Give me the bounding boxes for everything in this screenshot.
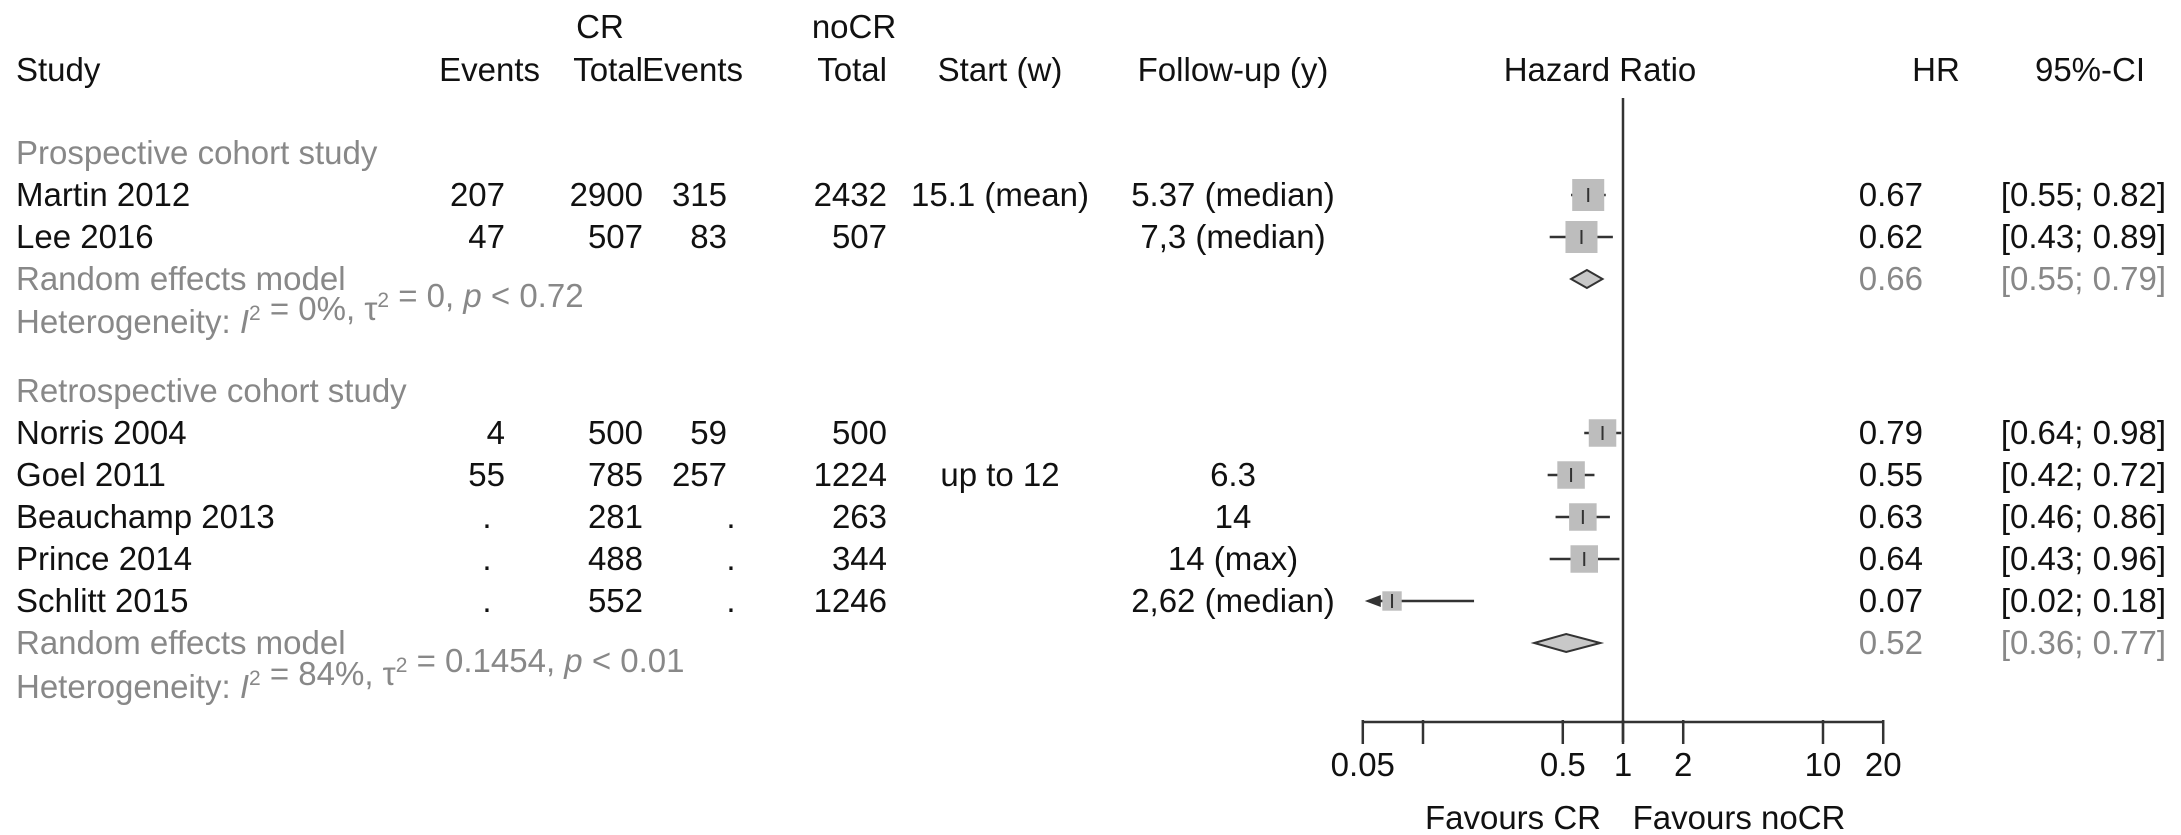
followup-years: 5.37 (median) [1131,176,1335,213]
x-tick-label: 20 [1865,746,1902,783]
cr-events: 55 [468,456,505,493]
nocr-group-header: noCR [812,8,896,45]
nocr-total: 500 [832,414,887,451]
subgroup-title: Prospective cohort study [16,134,378,171]
ci-value: [0.46; 0.86] [2001,498,2166,535]
hr-value: 0.64 [1859,540,1923,577]
study-name: Prince 2014 [16,540,192,577]
followup-header: Follow-up (y) [1138,51,1329,88]
nocr-events-header: Events [642,51,743,88]
ci-arrow [1364,595,1381,607]
pooled-diamond [1569,268,1605,290]
x-tick-label: 0.05 [1331,746,1395,783]
hr-value: 0.55 [1859,456,1923,493]
nocr-events: 315 [672,176,727,213]
nocr-events: 59 [690,414,727,451]
ci-value: [0.55; 0.82] [2001,176,2166,213]
pooled-diamond [1530,632,1605,654]
nocr-events: . [726,498,735,535]
study-header: Study [16,51,101,88]
followup-years: 2,62 (median) [1131,582,1335,619]
ci-value: [0.42; 0.72] [2001,456,2166,493]
study-name: Beauchamp 2013 [16,498,275,535]
pooled-hr: 0.66 [1859,260,1923,297]
nocr-events: . [726,540,735,577]
hr-header: HR [1912,51,1960,88]
cr-total: 552 [588,582,643,619]
followup-years: 7,3 (median) [1140,218,1325,255]
cr-events: . [482,498,491,535]
cr-total: 500 [588,414,643,451]
nocr-events: . [726,582,735,619]
followup-years: 6.3 [1210,456,1256,493]
cr-events: 4 [487,414,505,451]
nocr-total: 2432 [814,176,887,213]
nocr-total: 1224 [814,456,887,493]
pooled-ci: [0.36; 0.77] [2001,624,2166,661]
hazard-ratio-header: Hazard Ratio [1504,51,1697,88]
cr-total: 281 [588,498,643,535]
study-name: Schlitt 2015 [16,582,188,619]
ci-value: [0.43; 0.89] [2001,218,2166,255]
ci-value: [0.02; 0.18] [2001,582,2166,619]
cr-total: 2900 [570,176,643,213]
study-name: Norris 2004 [16,414,187,451]
hr-value: 0.67 [1859,176,1923,213]
favours-cr-label: Favours CR [1425,799,1601,835]
nocr-events: 83 [690,218,727,255]
study-name: Lee 2016 [16,218,154,255]
pooled-label: Random effects model [16,624,346,661]
study-name: Goel 2011 [16,456,166,493]
cr-events: . [482,540,491,577]
pooled-hr: 0.52 [1859,624,1923,661]
x-tick-label: 0.5 [1540,746,1586,783]
hr-value: 0.07 [1859,582,1923,619]
start-header: Start (w) [938,51,1063,88]
nocr-total: 263 [832,498,887,535]
cr-events-header: Events [439,51,540,88]
cr-events: 207 [450,176,505,213]
hr-value: 0.63 [1859,498,1923,535]
start-week: 15.1 (mean) [911,176,1089,213]
study-name: Martin 2012 [16,176,190,213]
x-tick-label: 1 [1614,746,1632,783]
ci-value: [0.43; 0.96] [2001,540,2166,577]
x-tick-label: 2 [1674,746,1692,783]
hr-value: 0.79 [1859,414,1923,451]
pooled-ci: [0.55; 0.79] [2001,260,2166,297]
cr-total: 488 [588,540,643,577]
cr-total-header: Total [573,51,643,88]
cr-total: 507 [588,218,643,255]
hr-value: 0.62 [1859,218,1923,255]
heterogeneity-text: Heterogeneity: I2 = 84%, τ2 = 0.1454, p … [16,642,685,705]
cr-group-header: CR [576,8,624,45]
subgroup-title: Retrospective cohort study [16,372,407,409]
cr-events: 47 [468,218,505,255]
nocr-total: 344 [832,540,887,577]
ci-header: 95%-CI [2035,51,2145,88]
followup-years: 14 (max) [1168,540,1298,577]
followup-years: 14 [1215,498,1252,535]
x-tick-label: 10 [1805,746,1842,783]
nocr-total-header: Total [817,51,887,88]
heterogeneity-text: Heterogeneity: I2 = 0%, τ2 = 0, p < 0.72 [16,277,584,340]
favours-nocr-label: Favours noCR [1633,799,1846,835]
cr-total: 785 [588,456,643,493]
start-week: up to 12 [940,456,1059,493]
nocr-total: 1246 [814,582,887,619]
nocr-events: 257 [672,456,727,493]
nocr-total: 507 [832,218,887,255]
ci-value: [0.64; 0.98] [2001,414,2166,451]
cr-events: . [482,582,491,619]
pooled-label: Random effects model [16,260,346,297]
